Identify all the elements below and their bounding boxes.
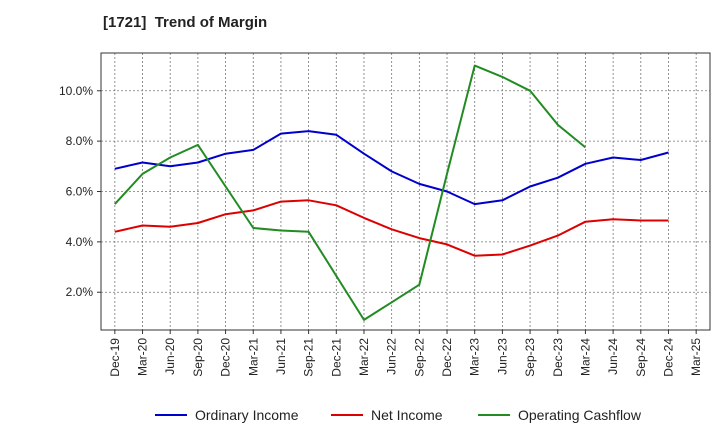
x-tick-label: Dec-22: [440, 338, 454, 377]
x-tick-label: Sep-24: [634, 338, 648, 377]
x-tick-label: Mar-23: [468, 338, 482, 376]
y-tick-label: 10.0%: [59, 84, 93, 98]
y-tick-labels: 2.0% 4.0% 6.0% 8.0% 10.0%: [59, 84, 101, 299]
x-tick-label: Dec-21: [329, 338, 343, 377]
y-tick-label: 8.0%: [66, 134, 94, 148]
legend: Ordinary Income Net Income Operating Cashf…: [155, 407, 642, 423]
y-tick-label: 2.0%: [66, 285, 94, 299]
x-tick-label: Mar-22: [357, 338, 371, 376]
chart-title: [1721] Trend of Margin: [103, 14, 268, 31]
x-tick-label: Jun-24: [606, 338, 620, 375]
x-tick-label: Jun-21: [274, 338, 288, 375]
x-tick-label: Sep-21: [302, 338, 316, 377]
x-tick-label: Mar-20: [136, 338, 150, 376]
series-line-net-income: [114, 199, 669, 257]
x-tick-label: Dec-23: [551, 338, 565, 377]
x-tick-label: Jun-20: [163, 338, 177, 375]
legend-label: Operating Cashflow: [518, 407, 642, 423]
x-tick-label: Sep-22: [412, 338, 426, 377]
x-tick-label: Sep-20: [191, 338, 205, 377]
series-lines: [114, 64, 669, 321]
x-tick-label: Dec-20: [219, 338, 233, 377]
series-line-operating-cashflow: [114, 64, 587, 321]
legend-label: Ordinary Income: [195, 407, 299, 423]
x-tick-label: Sep-23: [523, 338, 537, 377]
x-tick-labels: Dec-19 Mar-20 Jun-20 Sep-20 Dec-20 Mar-21 Jun-…: [108, 330, 703, 377]
grid-lines: [101, 53, 710, 330]
x-tick-label: Dec-19: [108, 338, 122, 377]
x-tick-label: Jun-22: [385, 338, 399, 375]
x-tick-label: Dec-24: [661, 338, 675, 377]
x-tick-label: Mar-21: [246, 338, 260, 376]
y-tick-label: 6.0%: [66, 185, 94, 199]
y-tick-label: 4.0%: [66, 235, 94, 249]
x-tick-label: Mar-24: [578, 338, 592, 376]
x-tick-label: Jun-23: [495, 338, 509, 375]
x-tick-label: Mar-25: [689, 338, 703, 376]
legend-label: Net Income: [371, 407, 443, 423]
